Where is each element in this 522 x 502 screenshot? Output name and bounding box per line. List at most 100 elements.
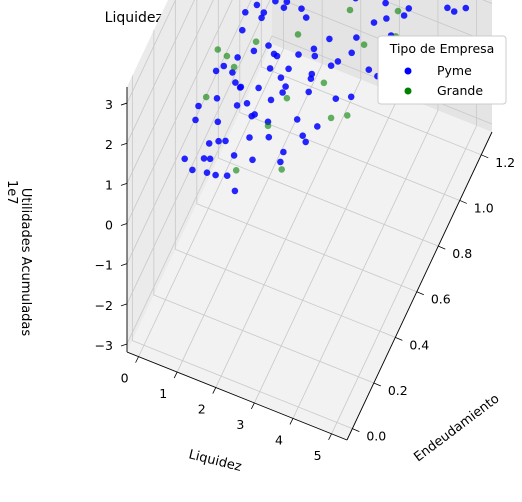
data-point-grande — [202, 93, 210, 101]
data-point-pyme — [299, 132, 307, 139]
y-grid-line — [153, 29, 375, 384]
data-point-pyme — [334, 58, 342, 65]
data-point-pyme — [314, 123, 321, 130]
data-point-pyme — [348, 49, 356, 57]
data-point-grande — [320, 79, 328, 87]
z-tick-label: 2 — [105, 137, 113, 152]
z-offset-text: 1e7 — [4, 180, 19, 205]
y-grid-line — [174, 0, 396, 338]
data-point-pyme — [305, 88, 313, 96]
data-point-pyme — [310, 45, 318, 53]
data-point-grande — [214, 46, 222, 53]
data-point-pyme — [267, 96, 275, 104]
data-point-grande — [360, 41, 368, 48]
x-tick-mark — [289, 418, 294, 425]
y-tick-mark — [438, 245, 446, 250]
data-point-pyme — [233, 102, 241, 109]
legend: Tipo de Empresa Pyme Grande — [377, 35, 507, 105]
z-tick-mark — [120, 263, 128, 267]
data-point-pyme — [203, 169, 211, 176]
data-point-grande — [278, 166, 286, 173]
data-point-grande — [230, 63, 238, 71]
data-point-pyme — [195, 102, 202, 110]
x-tick-label: 3 — [236, 417, 244, 432]
z-tick-mark — [120, 343, 128, 347]
data-point-pyme — [293, 116, 301, 123]
data-point-pyme — [308, 70, 316, 78]
data-point-pyme — [295, 51, 302, 58]
data-point-pyme — [242, 9, 249, 16]
data-point-grande — [394, 7, 402, 15]
data-point-pyme — [280, 4, 288, 11]
legend-label-grande: Grande — [437, 83, 483, 98]
floor-pane — [127, 44, 492, 440]
data-point-pyme — [327, 62, 335, 69]
x-tick-label: 5 — [314, 448, 322, 463]
x-tick-mark — [212, 387, 217, 394]
legend-marker-pyme — [404, 67, 412, 75]
y-grid-line — [131, 75, 353, 429]
x-tick-mark — [173, 371, 178, 379]
data-point-pyme — [311, 52, 319, 60]
data-point-pyme — [400, 12, 408, 19]
data-point-pyme — [243, 100, 251, 107]
z-tick-mark — [120, 182, 128, 186]
data-point-pyme — [232, 79, 239, 86]
x-tick-mark — [135, 356, 139, 363]
x-tick-label: 2 — [198, 402, 206, 417]
z-tick-label: 1 — [105, 177, 113, 192]
data-point-pyme — [215, 137, 222, 145]
y-tick-label: 0.0 — [366, 429, 386, 444]
data-point-pyme — [370, 19, 378, 26]
y-tick-label: 0.4 — [409, 337, 429, 352]
y-tick-mark — [395, 336, 403, 341]
y-tick-mark — [459, 200, 467, 204]
data-point-pyme — [239, 26, 246, 34]
data-point-pyme — [230, 152, 238, 159]
x-axis-label: Liquidez — [187, 447, 243, 475]
data-point-pyme — [248, 112, 255, 120]
tick-labels: 0 1 2 3 4 5 0.0 0.2 0.4 0.6 0.8 1.0 1.2 −3 −2 −1 0 1 2 3 — [95, 97, 516, 463]
z-tick-mark — [120, 142, 128, 146]
data-point-pyme — [234, 54, 241, 61]
data-point-pyme — [189, 166, 196, 174]
data-point-pyme — [250, 47, 258, 55]
z-grid-line — [126, 0, 195, 144]
data-point-pyme — [206, 155, 214, 163]
data-point-pyme — [253, 1, 261, 9]
data-point-pyme — [280, 148, 287, 156]
z-grid-line — [126, 0, 214, 184]
y-grid-line — [217, 0, 439, 247]
grid-lines — [126, 0, 493, 434]
data-point-pyme — [332, 95, 340, 102]
data-point-grande — [264, 122, 272, 130]
data-point-pyme — [266, 65, 274, 72]
y-tick-mark — [373, 382, 382, 387]
y-tick-mark — [481, 154, 489, 159]
left-pane — [127, 0, 272, 352]
data-point-pyme — [405, 5, 413, 12]
y-tick-label: 1.2 — [495, 155, 515, 170]
z-tick-mark — [120, 223, 128, 226]
y-tick-mark — [352, 428, 360, 432]
data-point-grande — [232, 167, 240, 174]
data-point-grande — [327, 114, 335, 122]
data-point-pyme — [237, 83, 245, 91]
data-point-pyme — [272, 0, 279, 5]
data-point-pyme — [462, 4, 470, 12]
data-point-pyme — [214, 118, 222, 126]
data-point-pyme — [181, 155, 188, 163]
legend-marker-grande — [404, 87, 412, 95]
data-point-grande — [223, 52, 231, 60]
data-point-pyme — [444, 4, 451, 12]
y-tick-mark — [416, 291, 424, 296]
y-tick-label: 1.0 — [474, 200, 494, 215]
z-grid-line — [126, 0, 176, 104]
data-point-pyme — [270, 50, 278, 58]
data-point-grande — [283, 94, 291, 102]
y-grid-line — [239, 0, 460, 201]
x-tick-mark — [328, 433, 332, 441]
data-point-pyme — [255, 84, 262, 92]
data-point-pyme — [298, 5, 305, 12]
data-point-pyme — [302, 14, 310, 21]
